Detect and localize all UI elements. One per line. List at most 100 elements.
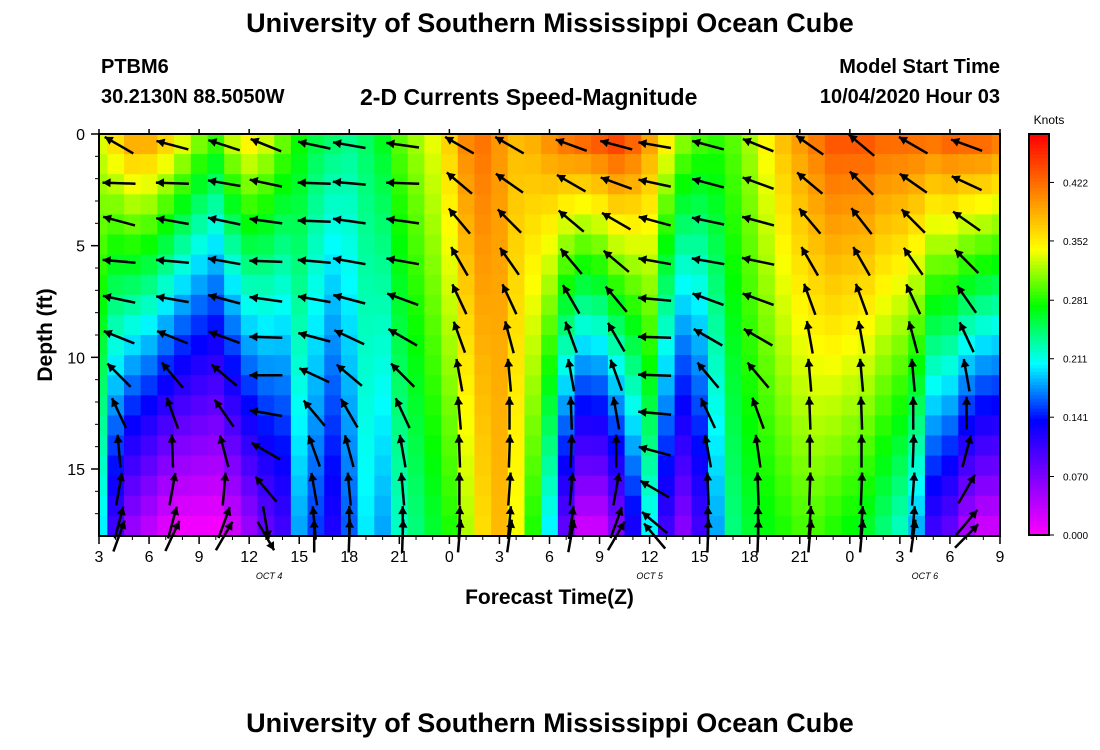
heatmap-cell (791, 254, 809, 276)
heatmap-cell (841, 254, 859, 276)
current-arrow (805, 472, 815, 506)
heatmap-cell (657, 314, 676, 336)
heatmap-cell (524, 335, 542, 356)
heatmap-cell (124, 294, 142, 316)
current-arrow (638, 177, 672, 188)
current-arrow (106, 362, 132, 388)
colorbar-segment (1029, 170, 1049, 175)
heatmap-cell (474, 154, 492, 175)
heatmap-cell (99, 355, 108, 376)
heatmap-cell (290, 415, 309, 437)
heatmap-cell (974, 294, 993, 316)
current-arrow (798, 207, 822, 235)
current-arrow (297, 139, 331, 150)
heatmap-cell (190, 415, 209, 437)
heatmap-cell (708, 254, 726, 276)
colorbar-segment (1029, 301, 1049, 306)
heatmap-cell (624, 254, 642, 276)
heatmap-cell (107, 154, 125, 175)
current-arrow (207, 292, 241, 305)
colorbar-segment (1029, 210, 1049, 215)
heatmap-cell (424, 314, 442, 336)
heatmap-cell (157, 475, 175, 497)
heatmap-cell (491, 335, 509, 356)
heatmap-cell (240, 314, 259, 336)
colorbar-segment (1029, 408, 1049, 412)
heatmap-cell (324, 274, 342, 296)
heatmap-cell (591, 455, 609, 477)
date-label: OCT 6 (912, 571, 939, 581)
colorbar-segment (1029, 307, 1049, 312)
heatmap-cell (274, 355, 292, 376)
heatmap-cell (140, 174, 158, 195)
heatmap-cell (374, 335, 392, 356)
heatmap-cell (407, 495, 425, 517)
heatmap-cell (524, 234, 542, 256)
heatmap-cell (574, 154, 592, 175)
heatmap-cell (140, 475, 158, 497)
heatmap-cell (824, 254, 843, 276)
heatmap-cell (891, 455, 909, 477)
heatmap-cell (724, 515, 742, 537)
heatmap-cell (624, 435, 642, 457)
heatmap-cell (190, 515, 209, 537)
heatmap-cell (841, 415, 859, 437)
current-arrow (155, 178, 189, 188)
colorbar-segment (1029, 237, 1049, 242)
heatmap-cell (257, 375, 275, 396)
heatmap-cell (724, 395, 742, 416)
current-arrow (955, 509, 979, 537)
heatmap-cell (224, 134, 242, 155)
heatmap-cell (457, 214, 476, 236)
current-arrow (691, 214, 725, 226)
heatmap-cell (708, 395, 726, 416)
heatmap-cell (274, 314, 292, 336)
heatmap-cell (374, 174, 392, 195)
current-arrow (855, 320, 866, 354)
heatmap-cell (474, 335, 492, 356)
heatmap-cell (441, 214, 459, 236)
heatmap-cell (657, 234, 676, 256)
heatmap-cell (207, 495, 225, 517)
colorbar-segment (1029, 274, 1049, 279)
current-arrow (743, 327, 774, 347)
heatmap-cell (724, 194, 742, 215)
heatmap-cell (324, 475, 342, 497)
heatmap-cell (491, 415, 509, 437)
colorbar-segment (1029, 511, 1049, 516)
colorbar-tick-label: 0.422 (1063, 178, 1088, 189)
heatmap-cell (274, 274, 292, 296)
heatmap-cell (274, 194, 292, 215)
heatmap-cell (457, 475, 476, 497)
heatmap-cell (207, 335, 225, 356)
heatmap-cell (774, 455, 793, 477)
colorbar-segment (1029, 247, 1049, 252)
heatmap-cell (908, 234, 926, 256)
colorbar-segment (1029, 200, 1049, 205)
heatmap-cell (824, 335, 843, 356)
current-arrow (703, 472, 713, 506)
heatmap-cell (824, 395, 843, 416)
colorbar-segment (1029, 444, 1049, 449)
heatmap-cell (741, 154, 759, 175)
heatmap-cell (708, 455, 726, 477)
colorbar-tick-label: 0.141 (1063, 413, 1088, 424)
current-arrow (906, 320, 919, 354)
heatmap-cell (524, 515, 542, 537)
heatmap-cell (541, 375, 559, 396)
heatmap-cell (591, 495, 609, 517)
heatmap-cell (724, 294, 742, 316)
heatmap-cell (274, 214, 292, 236)
heatmap-cell (724, 415, 742, 437)
heatmap-cell (924, 355, 943, 376)
heatmap-cell (657, 154, 676, 175)
heatmap-cell (390, 174, 409, 195)
current-arrow (567, 506, 577, 540)
heatmap-cell (691, 335, 709, 356)
heatmap-cell (607, 294, 626, 316)
heatmap-cell (190, 254, 209, 276)
colorbar-segment (1029, 344, 1049, 349)
current-arrow (166, 506, 179, 539)
current-arrow (954, 248, 980, 274)
colorbar-title: Knots (1034, 113, 1065, 127)
